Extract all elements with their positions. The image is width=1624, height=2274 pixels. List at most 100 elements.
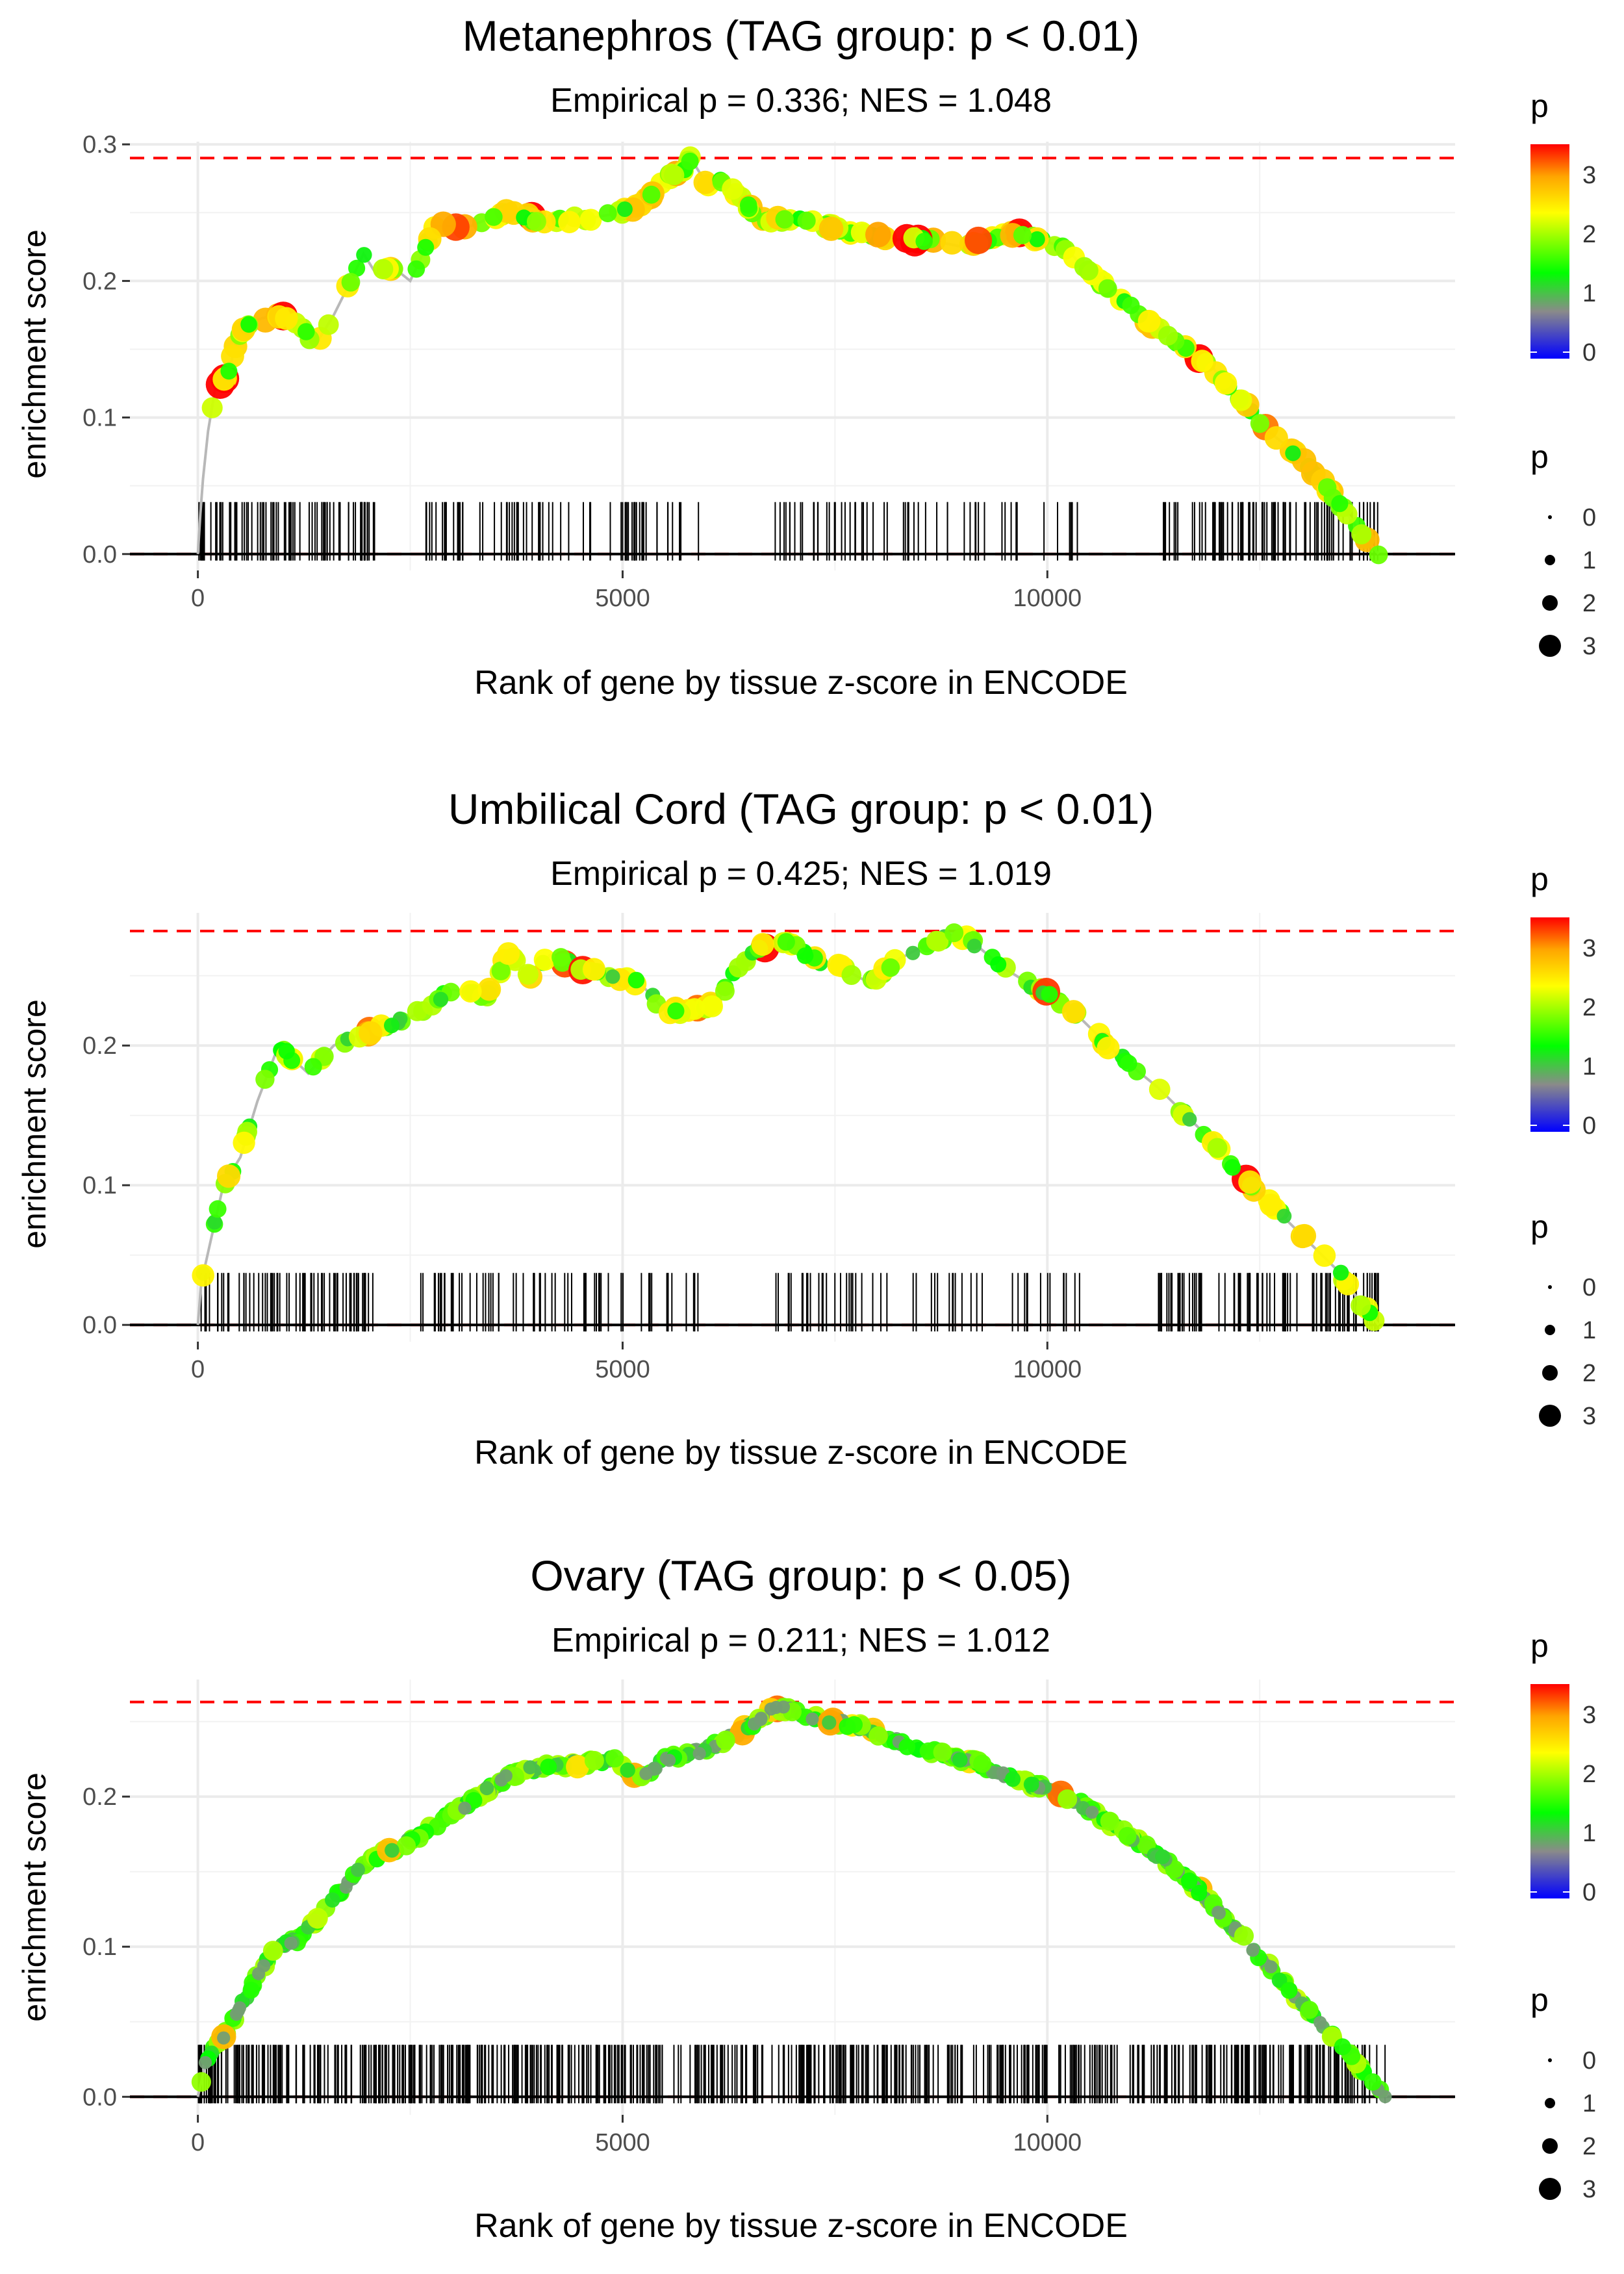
panel-3-color-tick-label: 0: [1582, 1879, 1596, 1906]
panel-3-size-key: [1539, 2178, 1561, 2200]
panel-2-color-tick-label: 2: [1582, 994, 1596, 1021]
gene-point: [692, 1746, 706, 1761]
gene-point: [233, 2001, 247, 2015]
x-tick-label: 10000: [1013, 585, 1082, 612]
gene-point: [499, 1769, 513, 1783]
gene-point: [1230, 389, 1252, 411]
gene-point: [1207, 1138, 1228, 1158]
panel-1-color-tick-label: 0: [1582, 339, 1596, 366]
panel-1-color-tick-label: 2: [1582, 221, 1596, 248]
gene-point: [523, 1760, 538, 1775]
gene-point: [307, 1908, 328, 1929]
panel-2-y-axis-label: enrichment score: [16, 999, 53, 1249]
gene-point: [754, 1713, 768, 1726]
gene-point: [540, 1758, 557, 1776]
gene-point: [1085, 1806, 1099, 1819]
panel-1-size-key: [1539, 635, 1561, 657]
y-tick-label: 0.2: [82, 1783, 117, 1811]
gene-point: [477, 977, 501, 1001]
y-tick-label: 0.1: [82, 405, 117, 432]
gene-point: [198, 2056, 212, 2069]
gene-point: [262, 1941, 283, 1961]
gene-point: [796, 947, 814, 964]
panel-2-size-key-label: 1: [1582, 1317, 1596, 1344]
gene-point: [1180, 1872, 1198, 1889]
gene-point: [384, 1017, 400, 1034]
gene-point: [217, 2031, 231, 2045]
panel-1-size-key: [1545, 555, 1555, 565]
gene-point: [616, 201, 633, 217]
gene-point: [192, 1264, 215, 1287]
gene-point: [298, 323, 315, 340]
gene-point: [1264, 1960, 1278, 1974]
gene-point: [1191, 350, 1213, 372]
gene-point: [1378, 2090, 1392, 2104]
gene-point: [221, 344, 244, 368]
gene-point: [1292, 1223, 1317, 1248]
panel-3-x-axis-label: Rank of gene by tissue z-score in ENCODE: [474, 2207, 1128, 2245]
gene-point: [663, 1754, 676, 1767]
panel-1-size-key-label: 2: [1582, 590, 1596, 617]
gene-point: [973, 1754, 992, 1773]
panel-1-size-key: [1542, 595, 1558, 611]
gene-point: [583, 958, 605, 981]
gene-point: [318, 314, 339, 335]
gene-point: [1029, 231, 1045, 248]
panel-3-size-legend-title: p: [1530, 1982, 1549, 2018]
gene-point: [325, 1892, 340, 1908]
gene-point: [701, 995, 723, 1017]
x-tick-label: 5000: [595, 585, 650, 612]
x-tick-label: 10000: [1013, 2129, 1082, 2156]
gene-point: [479, 1781, 494, 1796]
gene-point: [485, 208, 503, 226]
gene-point: [255, 1069, 275, 1089]
panel-2-size-key: [1542, 1365, 1558, 1381]
panel-3-color-legend-title: p: [1530, 1628, 1549, 1664]
panel-3-color-legend: p 0 1 2 3: [1530, 1628, 1596, 1906]
gene-point: [751, 932, 774, 956]
panel-2-size-key: [1539, 1405, 1561, 1427]
panel-3-subtitle: Empirical p = 0.211; NES = 1.012: [552, 1622, 1050, 1659]
panel-2-size-key-label: 0: [1582, 1274, 1596, 1301]
x-tick-label: 10000: [1013, 1356, 1082, 1383]
gene-point: [715, 981, 735, 1001]
gene-point: [1271, 1973, 1288, 1988]
panel-2-size-key-label: 3: [1582, 1403, 1596, 1430]
gene-point: [1061, 1000, 1085, 1024]
panel-3-size-key-label: 0: [1582, 2047, 1596, 2075]
gene-point: [841, 965, 861, 985]
gene-point: [722, 178, 744, 200]
gene-point: [1334, 2038, 1351, 2056]
gene-point: [566, 1755, 589, 1779]
gene-point: [1318, 478, 1337, 497]
panel-2-subtitle: Empirical p = 0.425; NES = 1.019: [550, 855, 1052, 893]
panel-1-size-legend: p 0 1 2 3: [1530, 439, 1596, 660]
panel-2-size-key-label: 2: [1582, 1360, 1596, 1387]
gene-point: [952, 1752, 968, 1768]
gene-point: [605, 1749, 624, 1768]
gene-point: [552, 948, 570, 967]
gene-point: [459, 980, 482, 1003]
panel-2: Umbilical Cord (TAG group: p < 0.01) Emp…: [16, 785, 1596, 1472]
gene-point: [915, 233, 933, 250]
gene-point: [1276, 1208, 1292, 1224]
gene-point: [967, 938, 982, 954]
gene-point: [1100, 1811, 1120, 1831]
gene-point: [1058, 1789, 1078, 1809]
gene-point: [201, 397, 223, 418]
gene-point: [207, 1214, 222, 1230]
gene-point: [396, 1836, 416, 1856]
panel-1-size-key-label: 0: [1582, 504, 1596, 531]
panel-3-size-key: [1548, 2058, 1552, 2062]
gene-point: [926, 930, 946, 951]
gene-point: [1313, 2015, 1327, 2029]
panel-2-plot: 0.0 0.1 0.2 0 5000 10000: [82, 913, 1455, 1383]
y-tick-label: 0.1: [82, 1934, 117, 1961]
y-tick-label: 0.2: [82, 1032, 117, 1060]
panel-3-color-tick-label: 1: [1582, 1820, 1596, 1847]
gene-point: [663, 164, 685, 186]
gene-point: [491, 961, 511, 980]
panel-3-size-key-label: 3: [1582, 2176, 1596, 2203]
gene-point: [1122, 296, 1140, 314]
gene-point: [385, 1843, 400, 1858]
